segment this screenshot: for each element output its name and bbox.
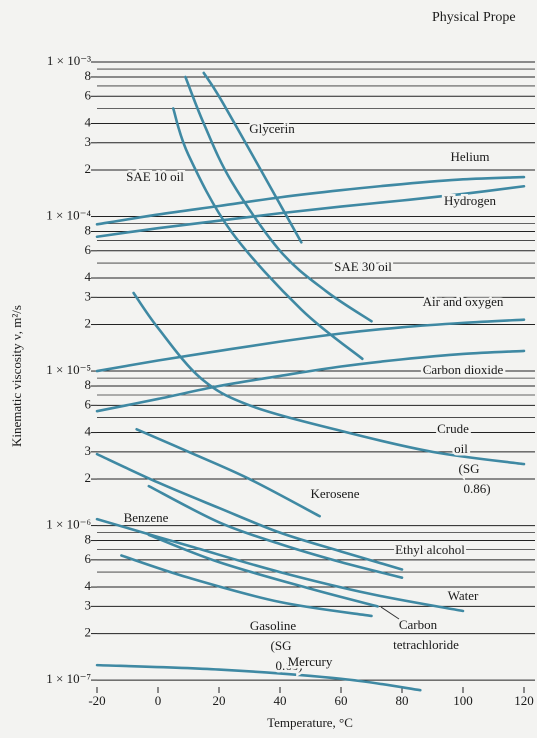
curve: [95, 175, 526, 226]
y-tick-label: 3: [85, 134, 92, 149]
curve: [120, 554, 373, 618]
y-tick-label: 4: [85, 269, 92, 284]
curve-label: Carbon dioxide: [423, 362, 504, 377]
x-tick-label: 80: [396, 693, 409, 708]
curve-label: Ethyl alcohol: [395, 542, 465, 557]
curve-label: Benzene: [124, 510, 169, 525]
y-tick-label: 6: [85, 87, 92, 102]
curve: [95, 184, 526, 239]
x-tick-label: 100: [453, 693, 473, 708]
curve-label: SAE 10 oil: [126, 169, 184, 184]
y-tick-label: 1 × 10⁻⁷: [46, 671, 91, 686]
y-tick-label: 6: [85, 242, 92, 257]
leader-line: [380, 606, 400, 620]
curve-label: Air and oxygen: [423, 294, 504, 309]
curve: [147, 533, 379, 608]
curve-label: SAE 30 oil: [334, 259, 392, 274]
y-tick-label: 8: [85, 68, 92, 83]
curve: [95, 349, 526, 413]
curve-label: Kerosene: [310, 486, 359, 501]
y-tick-label: 2: [85, 161, 92, 176]
x-tick-label: 60: [335, 693, 348, 708]
curve: [95, 452, 404, 571]
y-tick-label: 6: [85, 551, 92, 566]
y-tick-label: 4: [85, 424, 92, 439]
curve: [132, 291, 526, 466]
curve-label: Mercury: [288, 654, 333, 669]
curve: [135, 427, 321, 518]
curve: [202, 71, 303, 244]
curve-label: Crude oil (SG 0.86): [437, 421, 490, 496]
curve: [147, 484, 404, 579]
x-tick-label: 40: [274, 693, 287, 708]
y-tick-label: 6: [85, 396, 92, 411]
curve-label: Hydrogen: [444, 193, 496, 208]
y-tick-label: 3: [85, 443, 92, 458]
y-tick-label: 2: [85, 470, 92, 485]
page-header: Physical Prope: [432, 10, 516, 25]
y-tick-label: 2: [85, 625, 92, 640]
y-tick-label: 8: [85, 377, 92, 392]
curve: [171, 107, 364, 361]
curve-label: Water: [448, 588, 479, 603]
x-tick-label: 120: [514, 693, 534, 708]
y-tick-label: 8: [85, 222, 92, 237]
curve: [95, 318, 526, 373]
curve-label: Carbon tetrachloride: [393, 617, 459, 652]
x-axis-label: Temperature, °C: [267, 715, 353, 730]
y-tick-label: 4: [85, 578, 92, 593]
y-tick-label: 1 × 10⁻⁵: [46, 362, 91, 377]
y-tick-label: 8: [85, 532, 92, 547]
curve: [95, 517, 465, 613]
x-tick-label: 20: [213, 693, 226, 708]
y-tick-label: 2: [85, 316, 92, 331]
y-tick-label: 1 × 10⁻³: [47, 53, 91, 68]
y-axis-label: Kinematic viscosity ν, m²/s: [9, 305, 24, 447]
curve-label: Glycerin: [249, 121, 295, 136]
y-tick-label: 1 × 10⁻⁶: [46, 517, 91, 532]
y-tick-label: 3: [85, 288, 92, 303]
x-tick-label: -20: [88, 693, 105, 708]
curve-label: Gasoline (SG 0.68): [250, 618, 303, 673]
x-tick-label: 0: [155, 693, 162, 708]
curve-label: Helium: [451, 149, 490, 164]
y-tick-label: 1 × 10⁻⁴: [46, 208, 91, 223]
curve: [95, 663, 422, 692]
y-tick-label: 3: [85, 597, 92, 612]
y-tick-label: 4: [85, 114, 92, 129]
